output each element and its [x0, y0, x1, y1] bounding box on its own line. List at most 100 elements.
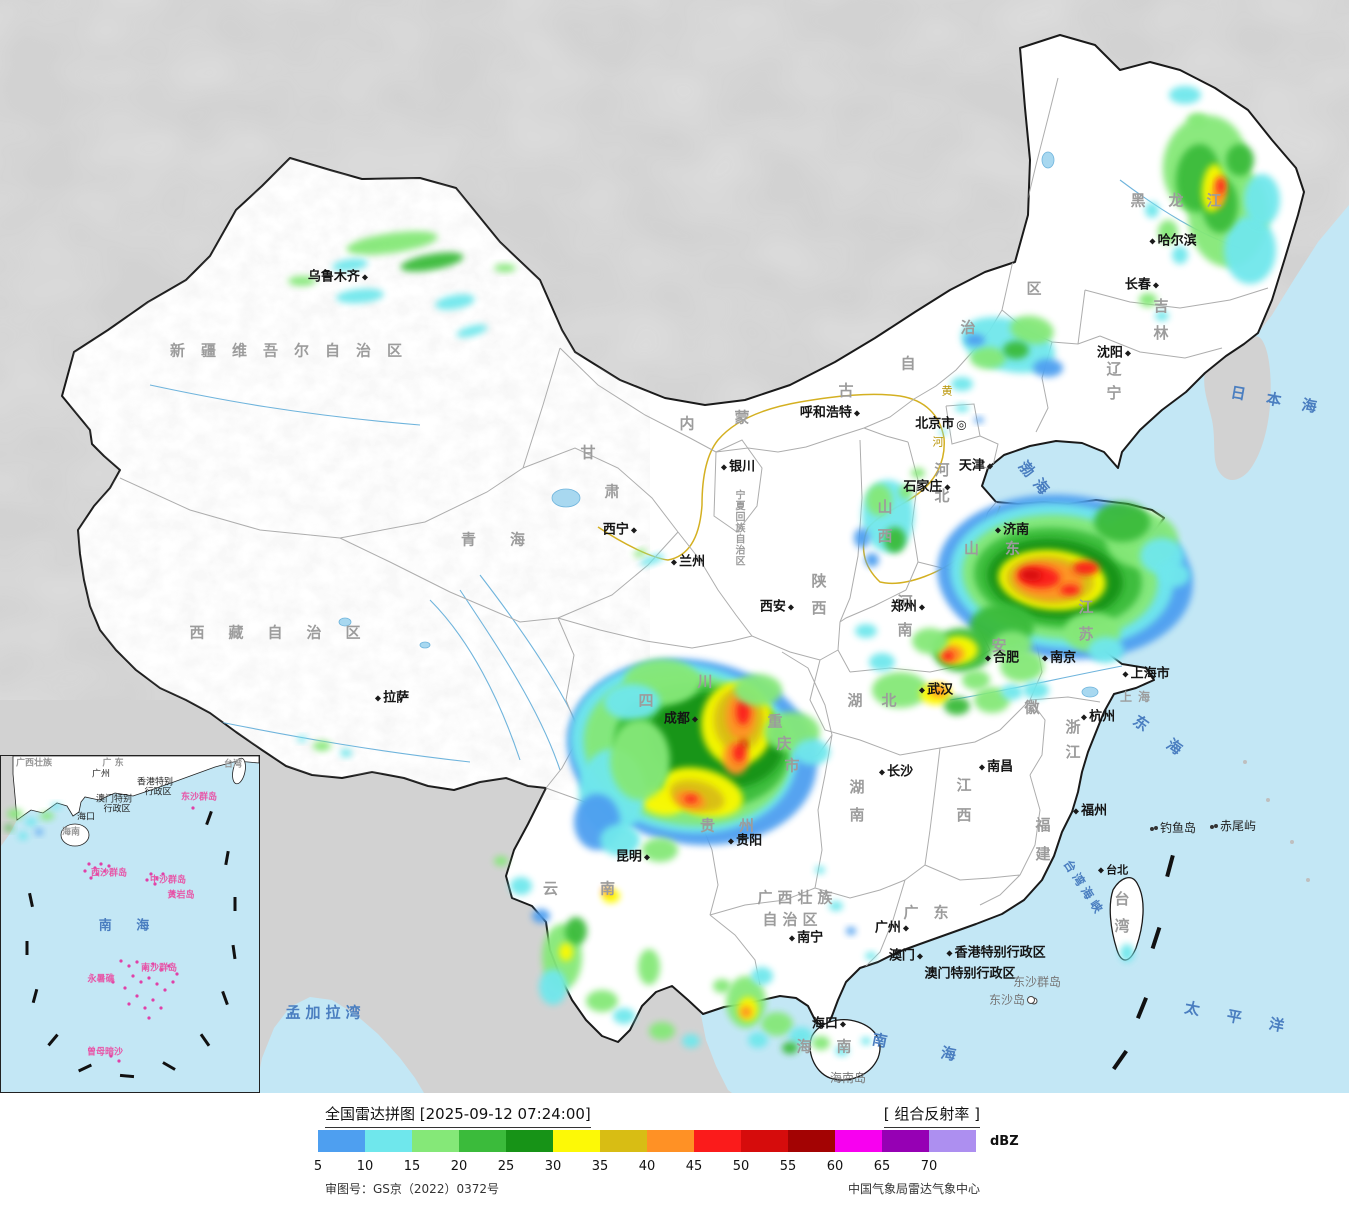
radar-echo	[835, 1046, 849, 1056]
radar-echo	[955, 404, 969, 412]
colorbar-tick-50: 50	[732, 1159, 750, 1174]
inset-island-dot	[171, 980, 175, 984]
colorbar-tick-20: 20	[450, 1159, 468, 1174]
radar-echo	[865, 952, 877, 960]
radar-echo	[639, 554, 665, 566]
inset-island-dot	[87, 862, 91, 866]
dbz-unit-label: dBZ	[990, 1134, 1019, 1149]
inset-dash-segment	[199, 1033, 211, 1047]
radar-echo	[944, 697, 970, 715]
dash-segment	[1165, 854, 1175, 878]
inset-dash-segment	[233, 897, 237, 911]
inset-island-dot	[93, 866, 97, 870]
colorbar-tick-60: 60	[826, 1159, 844, 1174]
inset-island-dot	[127, 1002, 131, 1006]
radar-echo	[741, 739, 747, 749]
colorbar-tick-25: 25	[497, 1159, 515, 1174]
radar-echo	[965, 334, 985, 346]
colorbar-tick-10: 10	[356, 1159, 374, 1174]
inset-island-dot	[167, 964, 171, 968]
inset-island-dot	[161, 872, 165, 876]
colorbar-tick-35: 35	[591, 1159, 609, 1174]
radar-echo-layer	[288, 86, 1280, 1056]
radar-echo	[565, 917, 587, 945]
china-radar-map: 新疆维吾尔自治区 西藏自治区 青海甘肃内蒙古自治区黑龙江 吉林 辽宁 河北 山西 山东 河南 陕西…	[0, 0, 1349, 1093]
inset-island-dot	[111, 980, 115, 984]
radar-echo	[1073, 561, 1099, 575]
radar-echo	[1169, 86, 1201, 104]
inset-island-dot	[153, 882, 157, 886]
inset-island-dots	[83, 806, 195, 1063]
radar-echo	[761, 1012, 793, 1036]
radar-echo	[346, 231, 438, 255]
radar-echo	[332, 258, 368, 272]
inset-canvas	[1, 756, 259, 1092]
colorbar-segment-35	[600, 1130, 647, 1152]
colorbar-segment-60	[835, 1130, 882, 1152]
inset-dash-segment	[31, 988, 39, 1004]
dash-segment	[1150, 926, 1162, 950]
inset-island-dot	[83, 869, 87, 873]
inset-dash-segment	[224, 850, 230, 866]
colorbar-tick-15: 15	[403, 1159, 421, 1174]
radar-echo	[435, 294, 475, 310]
radar-echo	[1139, 293, 1157, 307]
radar-echo	[613, 1008, 635, 1024]
radar-echo	[866, 484, 892, 516]
map-canvas	[0, 0, 1349, 1093]
inset-dash-segment	[162, 1061, 176, 1071]
radar-echo	[1158, 220, 1178, 244]
inset-island-dot	[103, 869, 107, 873]
radar-echo	[456, 324, 488, 338]
radar-echo	[930, 685, 948, 697]
radar-echo	[510, 877, 532, 895]
radar-echo	[633, 549, 647, 557]
inset-island-dot	[147, 976, 151, 980]
radar-echo	[1226, 144, 1254, 176]
radar-echo	[846, 927, 856, 935]
radar-echo	[713, 979, 731, 993]
radar-echo	[751, 967, 773, 985]
inset-island-dot	[135, 994, 139, 998]
inset-radar-echo	[51, 803, 61, 809]
radar-echo	[1160, 563, 1190, 587]
radar-echo	[815, 866, 825, 874]
radar-echo	[865, 553, 879, 567]
inset-island-dot	[127, 964, 131, 968]
radar-echo	[812, 1036, 830, 1050]
radar-echo	[297, 736, 307, 742]
boundary-dashes	[1112, 854, 1175, 1071]
inset-boundary-dashes	[25, 810, 237, 1079]
radar-echo	[740, 1006, 752, 1018]
radar-echo	[340, 749, 352, 757]
colorbar-segment-45	[694, 1130, 741, 1152]
radar-echo	[638, 949, 660, 985]
inset-island-dot	[143, 966, 147, 970]
radar-echo	[288, 276, 316, 286]
radar-echo	[494, 856, 508, 866]
radar-echo	[1010, 315, 1054, 345]
map-approval-number: 审图号：GS京（2022）0372号	[325, 1182, 499, 1196]
radar-echo	[748, 1032, 768, 1048]
inset-island-dot	[159, 968, 163, 972]
radar-echo	[494, 264, 516, 272]
inset-island-dot	[175, 972, 179, 976]
inset-island-dot	[99, 862, 103, 866]
radar-echo	[586, 990, 618, 1012]
radar-echo	[602, 887, 612, 895]
radar-echo	[682, 1034, 700, 1048]
inset-island-dot	[89, 876, 93, 880]
inset-radar-echo	[7, 809, 23, 819]
inset-island-dot	[135, 960, 139, 964]
radar-echo	[1020, 568, 1042, 582]
inset-island-dot	[151, 962, 155, 966]
radar-echo	[872, 672, 928, 708]
colorbar-tick-70: 70	[920, 1159, 938, 1174]
inset-radar-echo	[18, 832, 28, 840]
radar-echo	[942, 651, 954, 661]
colorbar-segment-50	[741, 1130, 788, 1152]
inset-hainan	[60, 823, 90, 847]
radar-echo	[1023, 681, 1049, 699]
colorbar-segment-10	[365, 1130, 412, 1152]
